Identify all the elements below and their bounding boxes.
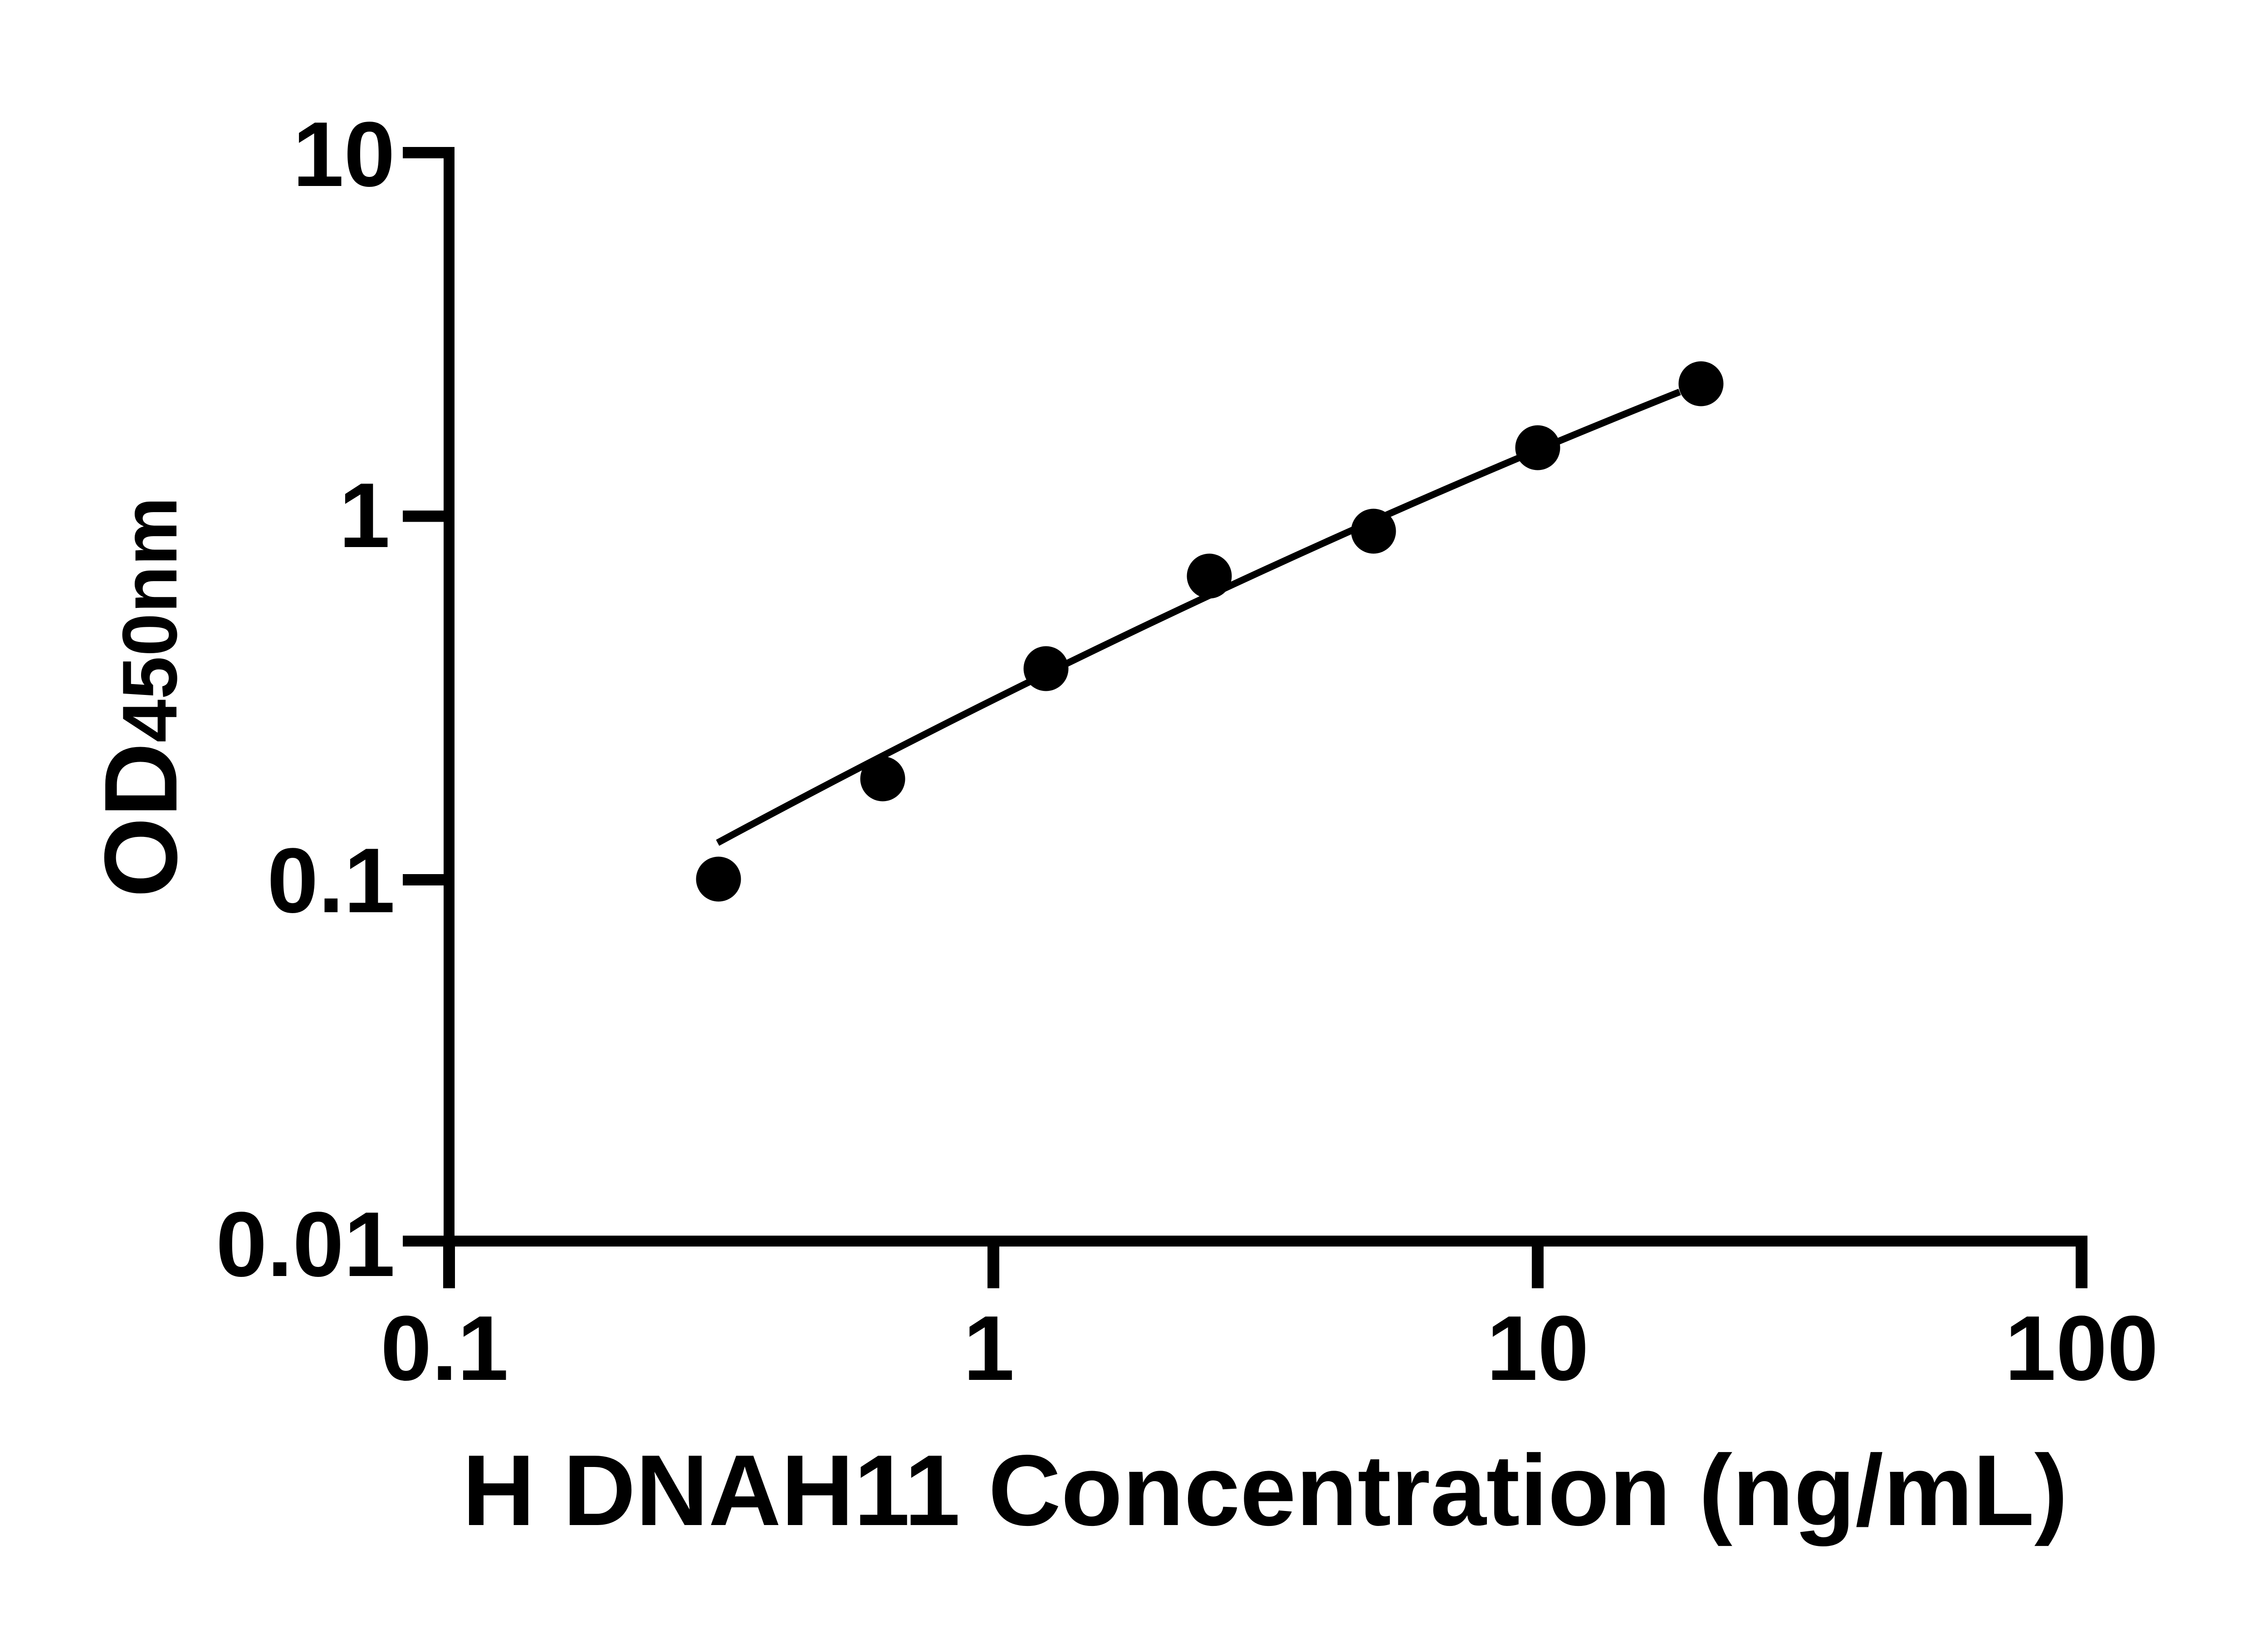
- svg-text:10: 10: [1486, 1297, 1589, 1400]
- svg-text:0.1: 0.1: [267, 829, 395, 932]
- svg-text:OD450nm: OD450nm: [83, 497, 199, 898]
- svg-text:1: 1: [963, 1297, 1015, 1400]
- svg-text:H DNAH11 Concentration (ng/mL): H DNAH11 Concentration (ng/mL): [462, 1434, 2068, 1547]
- svg-text:1: 1: [339, 464, 390, 567]
- svg-text:0.01: 0.01: [216, 1193, 395, 1296]
- svg-text:100: 100: [2005, 1297, 2159, 1400]
- svg-text:10: 10: [293, 103, 395, 206]
- svg-text:0.1: 0.1: [381, 1297, 508, 1400]
